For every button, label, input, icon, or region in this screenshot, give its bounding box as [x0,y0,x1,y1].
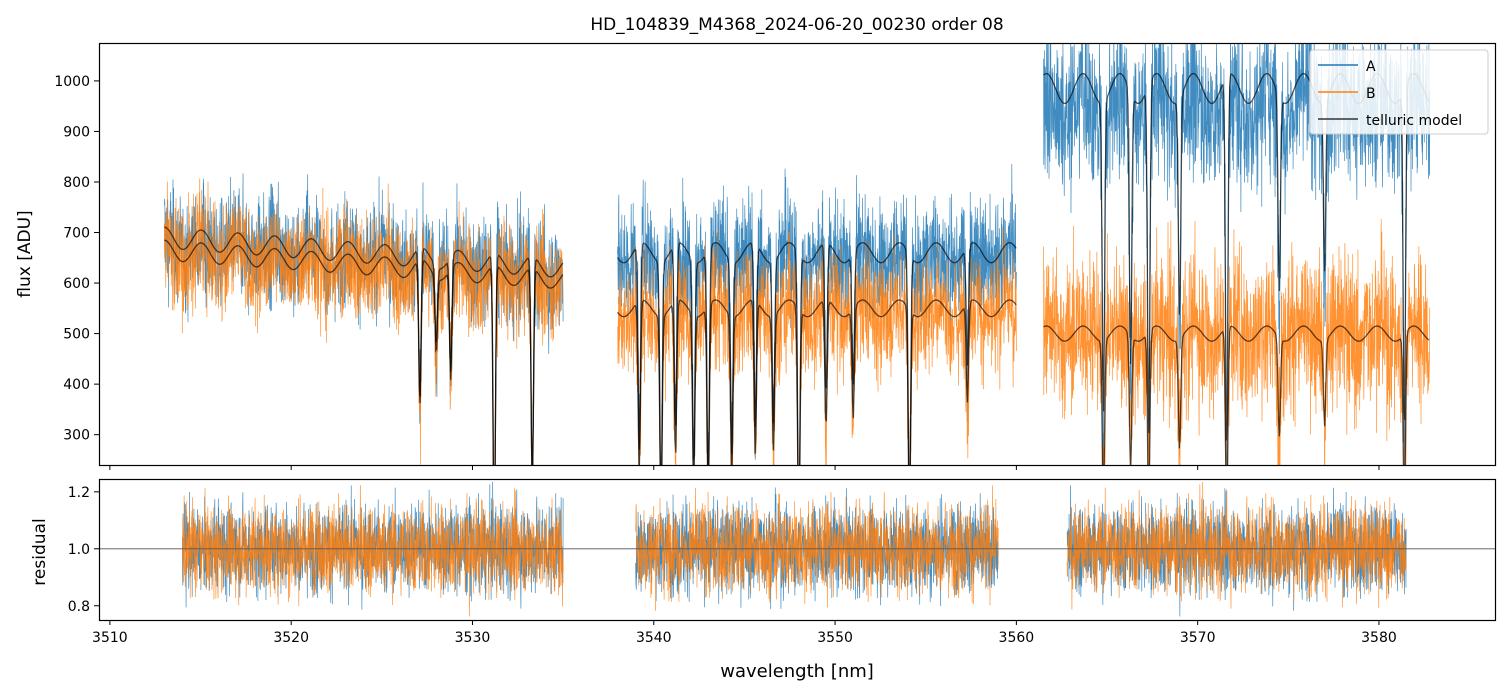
top-ytick-label-1000: 1000 [54,74,90,90]
residual-b-line-2 [635,485,999,611]
legend: A B telluric model [1309,49,1489,135]
legend-label-b: B [1366,86,1376,102]
residual-ytick-label-2: 1.2 [68,485,90,501]
residual-ytick-label-1: 1.0 [68,542,90,558]
telluric-model-b-line-3 [1043,325,1430,465]
residual-plot-area [99,481,1495,617]
top-ytick-label-600: 600 [63,276,90,292]
residual-panel-frame [98,478,1497,622]
series-a-line-3 [1043,43,1431,465]
series-b-line-3 [1043,219,1431,465]
top-ytick-label-700: 700 [63,226,90,242]
telluric-model-b-line-1 [164,239,564,465]
chart-title: HD_104839_M4368_2024-06-20_00230 order 0… [590,15,1003,35]
top-ytick-label-300: 300 [63,428,90,444]
residual-b-line-1 [182,485,564,617]
xtick-label-3550: 3550 [817,630,853,646]
xtick-label-3520: 3520 [273,630,309,646]
series-a-line-1 [163,173,564,465]
legend-label-model: telluric model [1366,113,1462,129]
residual-b-line-3 [1066,481,1407,610]
legend-frame [1309,49,1489,135]
series-b-line-2 [617,226,1017,465]
xtick-label-3540: 3540 [636,630,672,646]
top-panel-plot-area [163,43,1431,465]
top-panel-frame [98,42,1497,467]
legend-label-a: A [1366,59,1376,75]
top-ylabel: flux [ADU] [15,210,35,297]
telluric-model-b-line-2 [617,299,1017,465]
top-ytick-label-500: 500 [63,327,90,343]
xtick-label-3580: 3580 [1361,630,1397,646]
top-ytick-label-800: 800 [63,175,90,191]
x-axis-label: wavelength [nm] [720,661,874,682]
xtick-label-3530: 3530 [455,630,491,646]
residual-panel-axes: 0.8 1.0 1.2 3510 3520 3530 3540 3550 3560 3570 358… [68,485,1397,646]
residual-ytick-label-0: 0.8 [68,599,90,615]
xtick-label-3570: 3570 [1180,630,1216,646]
xtick-label-3510: 3510 [92,630,128,646]
top-panel-axes: 300 400 500 600 700 800 900 1000 [54,74,1380,470]
residual-ylabel: residual [30,518,50,585]
telluric-model-a-line-2 [616,242,1017,465]
top-ytick-label-400: 400 [63,377,90,393]
top-ytick-label-900: 900 [63,124,90,140]
xtick-label-3560: 3560 [999,630,1035,646]
